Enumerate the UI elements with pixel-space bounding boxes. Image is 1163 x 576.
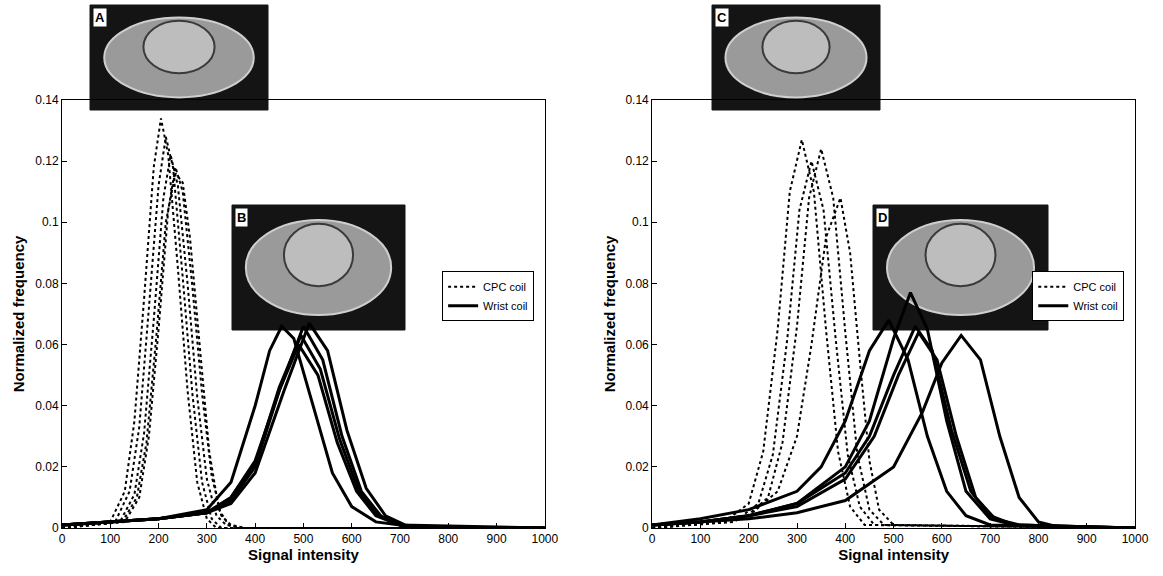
svg-text:0.06: 0.06	[625, 338, 649, 352]
svg-text:200: 200	[149, 532, 169, 546]
svg-text:Wrist coil: Wrist coil	[1073, 300, 1117, 312]
svg-text:400: 400	[835, 532, 855, 546]
svg-text:Signal intensity: Signal intensity	[838, 546, 950, 563]
svg-text:CPC coil: CPC coil	[483, 281, 526, 293]
svg-text:Signal intensity: Signal intensity	[248, 546, 360, 563]
svg-text:0.14: 0.14	[625, 93, 649, 107]
svg-text:0.02: 0.02	[35, 460, 59, 474]
svg-text:400: 400	[245, 532, 265, 546]
svg-text:0.04: 0.04	[35, 399, 59, 413]
svg-text:1000: 1000	[1122, 532, 1149, 546]
svg-text:600: 600	[342, 532, 362, 546]
svg-text:B: B	[237, 210, 246, 225]
svg-text:1000: 1000	[531, 532, 558, 546]
svg-text:CPC coil: CPC coil	[1073, 281, 1116, 293]
svg-text:0.14: 0.14	[35, 93, 59, 107]
svg-text:0.06: 0.06	[35, 338, 59, 352]
svg-text:0.02: 0.02	[625, 460, 649, 474]
svg-text:0: 0	[52, 521, 59, 535]
svg-text:200: 200	[739, 532, 759, 546]
svg-text:0.04: 0.04	[625, 399, 649, 413]
svg-text:0.12: 0.12	[625, 154, 649, 168]
svg-text:0.12: 0.12	[35, 154, 59, 168]
svg-text:Normalized frequency: Normalized frequency	[10, 235, 27, 392]
svg-text:300: 300	[787, 532, 807, 546]
svg-text:600: 600	[932, 532, 952, 546]
svg-text:900: 900	[1077, 532, 1097, 546]
svg-text:Wrist coil: Wrist coil	[483, 300, 527, 312]
svg-text:500: 500	[293, 532, 313, 546]
svg-text:C: C	[717, 10, 727, 25]
svg-text:A: A	[95, 10, 105, 25]
svg-text:700: 700	[980, 532, 1000, 546]
svg-text:500: 500	[884, 532, 904, 546]
svg-text:100: 100	[690, 532, 710, 546]
svg-text:D: D	[878, 210, 887, 225]
svg-text:800: 800	[1028, 532, 1048, 546]
svg-text:0.08: 0.08	[625, 277, 649, 291]
svg-text:0.1: 0.1	[632, 215, 649, 229]
svg-text:700: 700	[390, 532, 410, 546]
svg-text:0.08: 0.08	[35, 277, 59, 291]
svg-text:0: 0	[649, 532, 656, 546]
svg-text:0.1: 0.1	[42, 215, 59, 229]
svg-text:900: 900	[487, 532, 507, 546]
svg-text:800: 800	[438, 532, 458, 546]
svg-text:0: 0	[642, 521, 649, 535]
svg-text:300: 300	[197, 532, 217, 546]
svg-text:100: 100	[100, 532, 120, 546]
svg-text:Normalized frequency: Normalized frequency	[601, 235, 618, 392]
svg-text:0: 0	[59, 532, 66, 546]
